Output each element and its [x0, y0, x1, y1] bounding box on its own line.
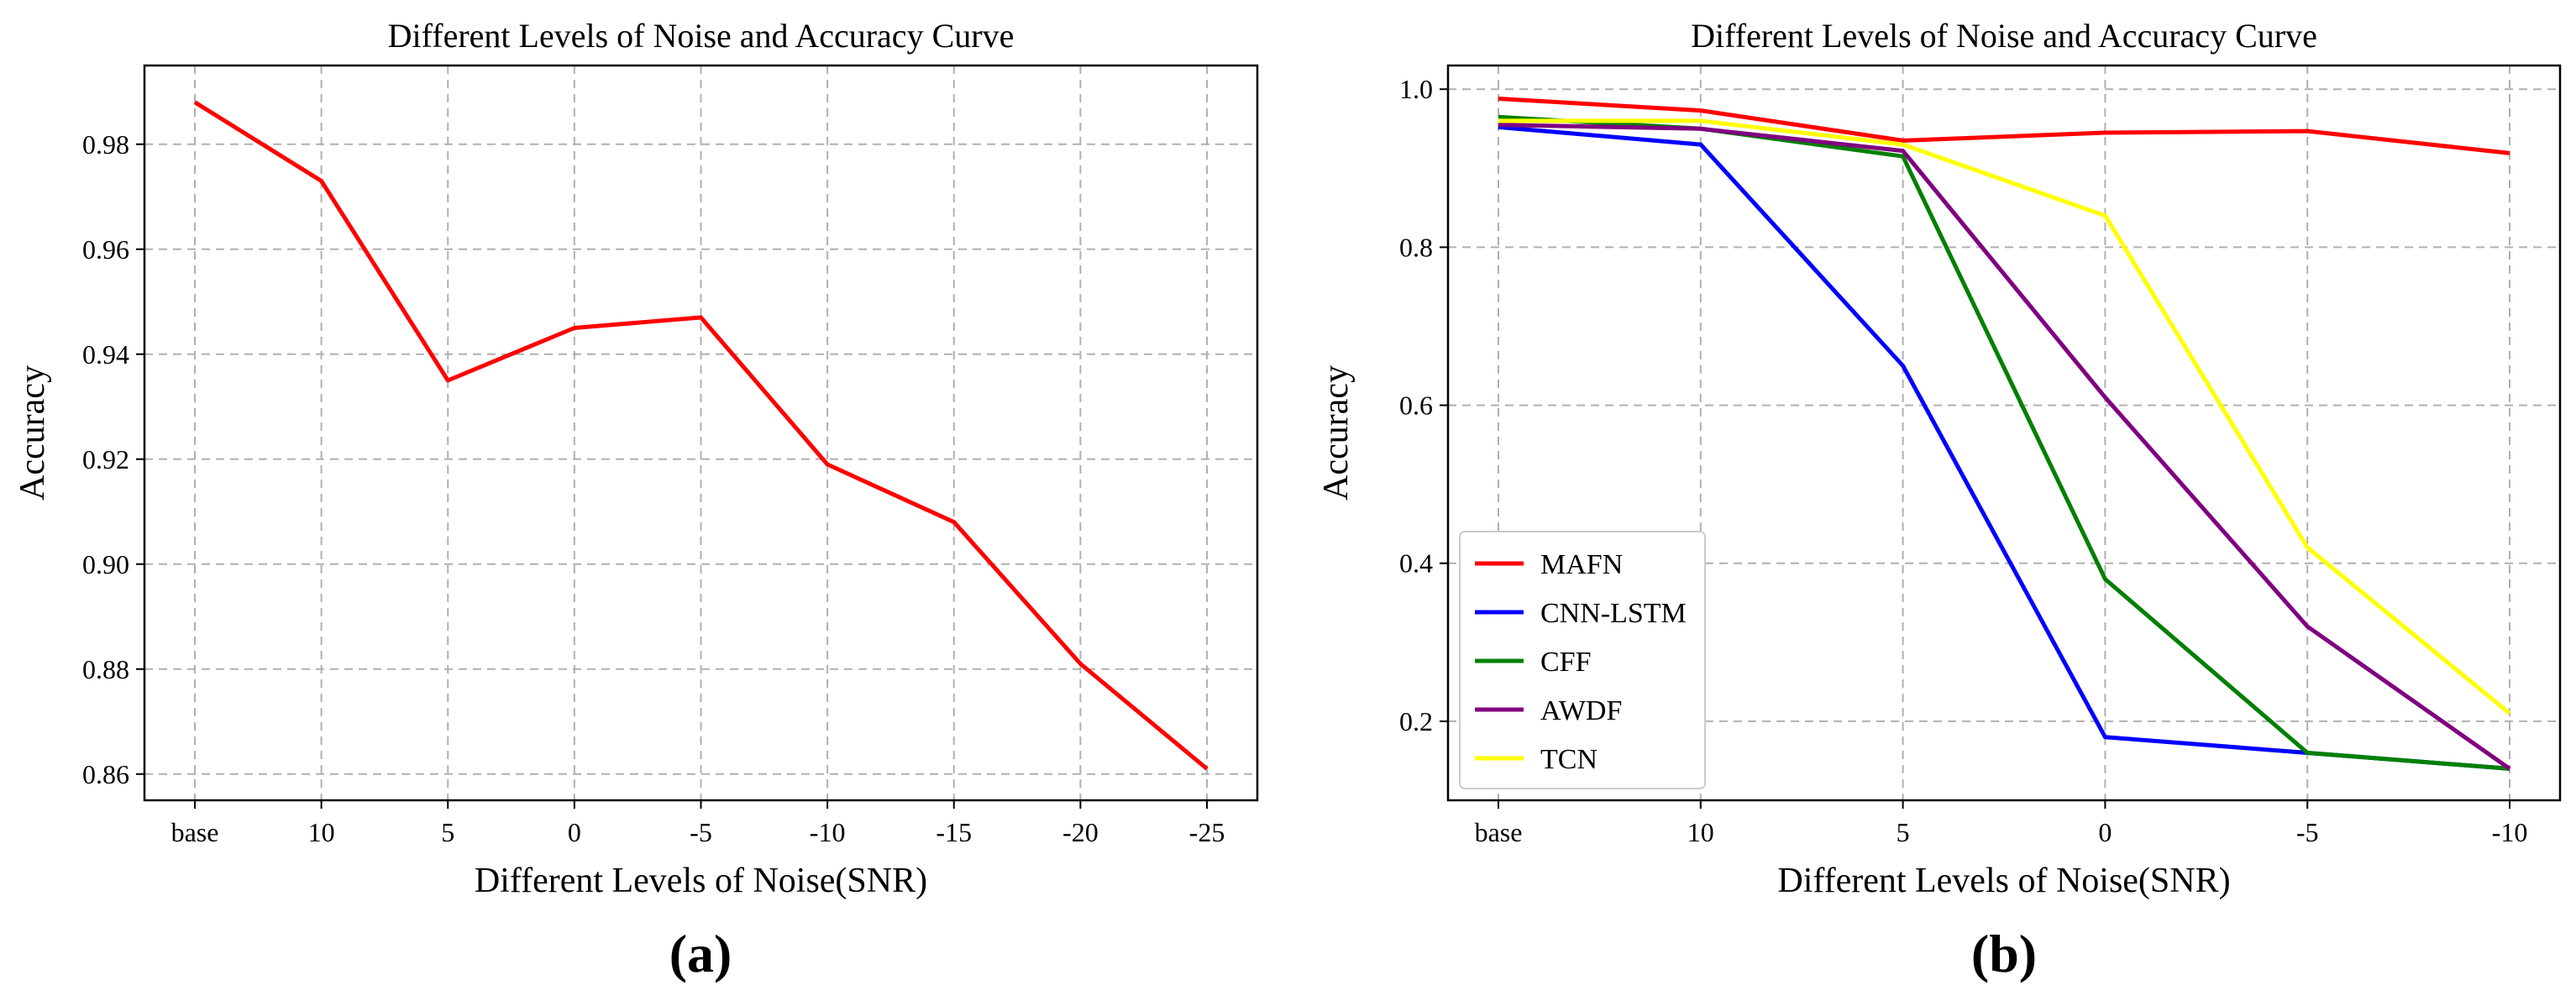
x-tick-label: base: [1475, 817, 1523, 847]
legend-label: CFF: [1540, 647, 1592, 678]
x-tick-label: 5: [1897, 817, 1910, 847]
y-tick-label: 0.88: [82, 654, 129, 684]
y-tick-label: 0.6: [1399, 390, 1433, 421]
x-tick-label: 5: [441, 817, 454, 847]
x-tick-label: 0: [2098, 817, 2112, 847]
x-axis-label: Different Levels of Noise(SNR): [475, 862, 927, 900]
chart-title: Different Levels of Noise and Accuracy C…: [388, 17, 1015, 55]
legend-label: AWDF: [1540, 695, 1622, 726]
y-tick-label: 1.0: [1399, 74, 1433, 104]
y-tick-label: 0.92: [82, 444, 129, 474]
series-line-mafn: [1498, 97, 2510, 155]
panel-label: (b): [1971, 924, 2037, 983]
x-tick-label: -25: [1189, 817, 1225, 847]
panel-label: (a): [669, 924, 732, 983]
chart-panel-b: base 10 5 0 -5 -10 0.2 0.4 0.6 0.8 1.0 Different Le…: [1317, 17, 2562, 983]
x-tick-label: 0: [568, 817, 581, 847]
chart-panel-a: base 10 5 0 -5 -10 -15 -20 -25 0.86 0.88 0.90 0.92 0.…: [13, 17, 1259, 983]
x-tick-label: base: [171, 817, 219, 847]
y-tick-label: 0.8: [1399, 232, 1433, 262]
y-tick-label: 0.98: [82, 129, 129, 160]
x-tick-label: 10: [308, 817, 335, 847]
plot-frame: [1446, 64, 2562, 802]
x-tick-label: -10: [2492, 817, 2528, 847]
y-axis-label: Accuracy: [1317, 365, 1356, 500]
x-tick-label: 10: [1687, 817, 1714, 847]
x-tick-label: -15: [936, 817, 972, 847]
x-tick-label: -20: [1062, 817, 1099, 847]
x-tick-label: -5: [2296, 817, 2319, 847]
chart-title: Different Levels of Noise and Accuracy C…: [1691, 17, 2317, 55]
series-line: [193, 100, 1209, 771]
series-line-awdf: [1498, 123, 2511, 771]
legend-label: CNN-LSTM: [1540, 598, 1687, 629]
y-tick-label: 0.86: [82, 759, 129, 789]
legend-label: MAFN: [1540, 549, 1623, 580]
y-tick-label: 0.2: [1399, 706, 1433, 736]
legend: MAFN CNN-LSTM CFF AWDF TCN: [1459, 531, 1706, 789]
y-tick-label: 0.94: [82, 339, 129, 369]
x-axis-label: Different Levels of Noise(SNR): [1777, 862, 2230, 900]
x-tick-label: -10: [810, 817, 846, 847]
x-tick-label: -5: [690, 817, 712, 847]
legend-box: [1459, 531, 1706, 789]
y-tick-label: 0.96: [82, 234, 129, 265]
series-line-tcn: [1498, 118, 2511, 715]
y-axis-label: Accuracy: [13, 365, 52, 500]
y-tick-label: 0.4: [1399, 548, 1433, 579]
legend-label: TCN: [1540, 744, 1598, 775]
y-tick-label: 0.90: [82, 549, 129, 579]
